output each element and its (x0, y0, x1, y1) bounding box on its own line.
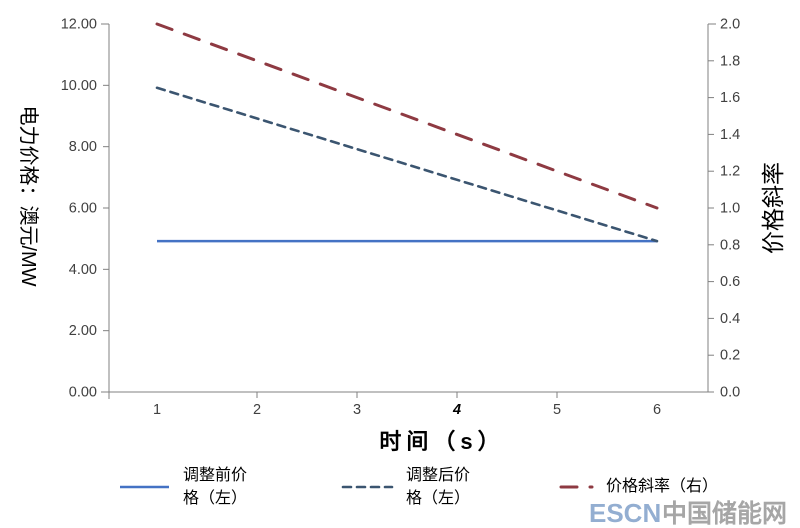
svg-text:调整前价: 调整前价 (183, 466, 247, 484)
svg-text:0.4: 0.4 (720, 311, 740, 327)
svg-text:格（左）: 格（左） (406, 489, 470, 507)
svg-text:6: 6 (653, 402, 661, 418)
svg-text:1.0: 1.0 (720, 201, 740, 217)
svg-text:格（左）: 格（左） (183, 489, 247, 507)
svg-text:1.4: 1.4 (720, 127, 740, 143)
svg-text:0.2: 0.2 (720, 348, 740, 364)
svg-text:3: 3 (353, 402, 361, 418)
svg-text:中国储能网: 中国储能网 (662, 499, 787, 528)
svg-text:0.8: 0.8 (720, 237, 740, 253)
svg-text:价格斜率: 价格斜率 (760, 162, 786, 254)
svg-text:1.6: 1.6 (720, 90, 740, 106)
svg-text:0.6: 0.6 (720, 274, 740, 290)
svg-text:ESCN: ESCN (589, 498, 661, 528)
svg-text:时间（s）: 时间（s） (379, 429, 504, 454)
svg-text:1.8: 1.8 (720, 53, 740, 69)
svg-text:12.00: 12.00 (61, 17, 97, 33)
svg-text:0.0: 0.0 (720, 385, 740, 401)
svg-text:6.00: 6.00 (69, 201, 97, 217)
svg-text:2.0: 2.0 (720, 17, 740, 33)
svg-text:2: 2 (253, 402, 261, 418)
svg-text:2.00: 2.00 (69, 323, 97, 339)
svg-text:调整后价: 调整后价 (406, 466, 470, 484)
svg-text:1: 1 (153, 402, 161, 418)
svg-text:0.00: 0.00 (69, 385, 97, 401)
svg-text:1.2: 1.2 (720, 164, 740, 180)
svg-text:5: 5 (553, 402, 561, 418)
svg-text:10.00: 10.00 (61, 78, 97, 94)
svg-text:4: 4 (452, 402, 461, 418)
svg-text:8.00: 8.00 (69, 139, 97, 155)
svg-text:4.00: 4.00 (69, 262, 97, 278)
svg-text:电力价格：澳元/MW: 电力价格：澳元/MW (17, 105, 40, 286)
svg-text:价格斜率（右）: 价格斜率（右） (606, 477, 718, 495)
